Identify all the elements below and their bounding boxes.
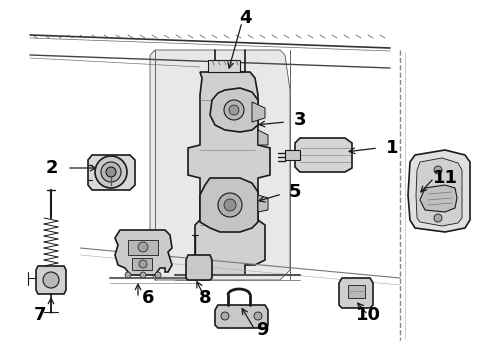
Polygon shape [258, 130, 268, 145]
Circle shape [434, 166, 442, 174]
Polygon shape [208, 60, 240, 72]
Circle shape [140, 272, 146, 278]
Text: 6: 6 [142, 289, 154, 307]
Polygon shape [210, 88, 258, 132]
Circle shape [224, 100, 244, 120]
Circle shape [155, 272, 161, 278]
Polygon shape [416, 158, 462, 226]
Polygon shape [88, 155, 135, 190]
Polygon shape [188, 72, 270, 275]
Polygon shape [252, 102, 265, 122]
Polygon shape [215, 305, 268, 328]
Circle shape [434, 214, 442, 222]
Polygon shape [150, 50, 290, 280]
Text: 1: 1 [386, 139, 398, 157]
Polygon shape [295, 138, 352, 172]
Circle shape [101, 162, 121, 182]
Polygon shape [200, 178, 258, 232]
Polygon shape [128, 240, 158, 255]
Polygon shape [115, 230, 172, 275]
Text: 4: 4 [239, 9, 251, 27]
Circle shape [221, 312, 229, 320]
Circle shape [139, 260, 147, 268]
Polygon shape [186, 255, 212, 280]
Polygon shape [258, 195, 268, 212]
Text: 9: 9 [256, 321, 268, 339]
Polygon shape [420, 185, 457, 212]
Circle shape [254, 312, 262, 320]
Text: 7: 7 [34, 306, 46, 324]
Polygon shape [408, 150, 470, 232]
Polygon shape [285, 150, 300, 160]
Polygon shape [348, 285, 365, 298]
Circle shape [95, 156, 127, 188]
Polygon shape [339, 278, 373, 308]
Circle shape [106, 167, 116, 177]
Circle shape [224, 199, 236, 211]
Text: 11: 11 [433, 169, 458, 187]
Text: 3: 3 [294, 111, 306, 129]
Text: 5: 5 [289, 183, 301, 201]
Polygon shape [36, 266, 66, 294]
Circle shape [138, 242, 148, 252]
Circle shape [218, 193, 242, 217]
Text: 2: 2 [46, 159, 58, 177]
Polygon shape [132, 258, 152, 270]
Circle shape [43, 272, 59, 288]
Text: 10: 10 [356, 306, 381, 324]
Circle shape [125, 272, 131, 278]
Text: 8: 8 [198, 289, 211, 307]
Circle shape [229, 105, 239, 115]
